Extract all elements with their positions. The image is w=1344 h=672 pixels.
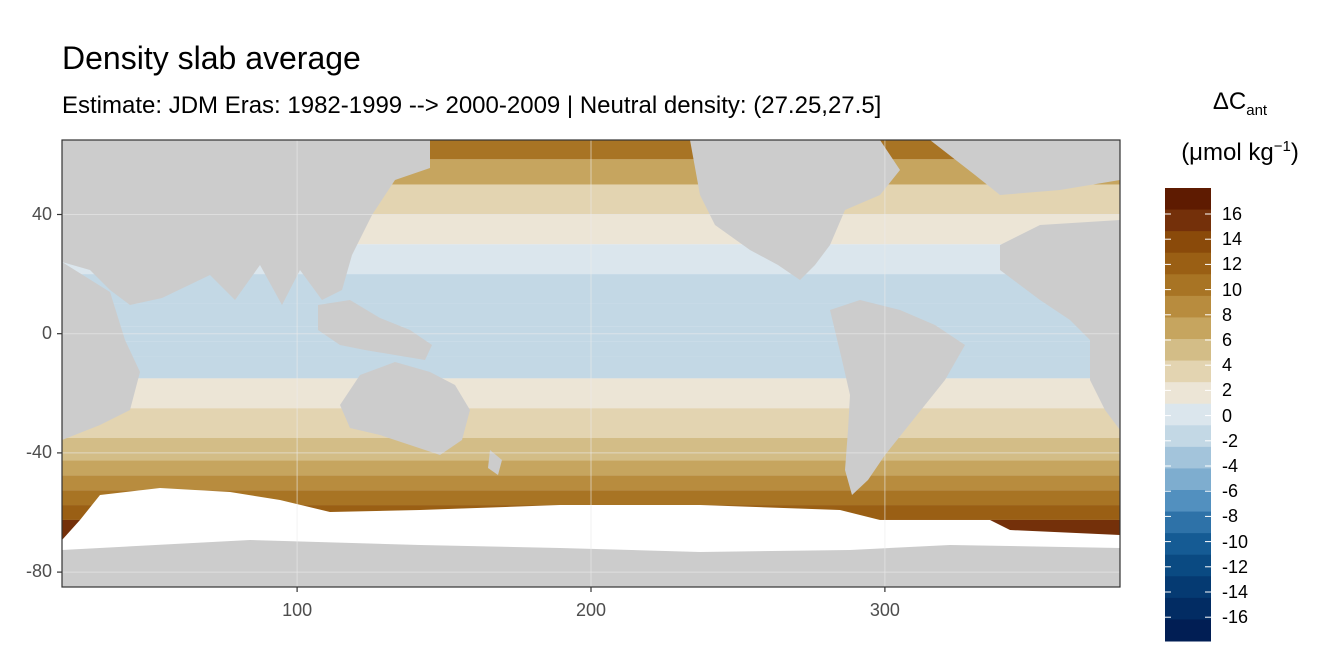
y-tick-label: -80 — [25, 561, 52, 582]
legend-color-step — [1165, 511, 1211, 534]
legend-title: ΔCant — [1212, 88, 1268, 119]
legend-label: -2 — [1222, 430, 1239, 451]
legend-label: -12 — [1222, 556, 1249, 577]
land-africa-east — [1000, 220, 1120, 430]
legend-label: 0 — [1222, 405, 1233, 426]
land-maritime-asia — [318, 300, 432, 360]
land-north-america — [690, 140, 900, 280]
chart-title: Density slab average — [62, 40, 361, 76]
x-tick-label: 100 — [282, 600, 313, 620]
legend-unit: (μmol kg−1) — [1181, 138, 1299, 166]
legend-label: -8 — [1222, 506, 1239, 527]
legend-color-step — [1165, 231, 1211, 254]
land-eurasia — [62, 140, 430, 305]
grid-lines — [62, 140, 1120, 587]
legend-color-step — [1165, 576, 1211, 599]
legend-label: 8 — [1222, 304, 1233, 325]
legend-color-step — [1165, 425, 1211, 448]
legend-color-step — [1165, 209, 1211, 232]
y-tick-label: -40 — [25, 441, 52, 462]
legend-label: -6 — [1222, 481, 1239, 502]
legend-label: 10 — [1222, 279, 1243, 300]
legend-label: 16 — [1222, 204, 1243, 224]
legend-color-step — [1165, 490, 1211, 513]
legend-label: -10 — [1222, 531, 1249, 552]
y-tick-label: 0 — [41, 322, 52, 343]
axis-ticks — [57, 213, 886, 592]
legend-color-step — [1165, 339, 1211, 362]
land-australia — [340, 362, 470, 455]
land-new-zealand — [488, 450, 502, 475]
land-africa — [62, 262, 140, 440]
legend-color-step — [1165, 554, 1211, 577]
legend-color-step — [1165, 533, 1211, 556]
legend-color-step — [1165, 403, 1211, 426]
legend-color-step — [1165, 468, 1211, 491]
legend-color-step — [1165, 446, 1211, 469]
legend-label: 12 — [1222, 254, 1243, 275]
legend-color-step — [1165, 317, 1211, 340]
land-south-america — [830, 300, 965, 495]
land-greenland — [930, 140, 1120, 195]
legend-color-step — [1165, 382, 1211, 405]
legend-color-step — [1165, 295, 1211, 318]
legend-label: -16 — [1222, 607, 1249, 628]
legend-color-step — [1165, 274, 1211, 297]
legend-label: 14 — [1222, 229, 1243, 250]
chart-subtitle: Estimate: JDM Eras: 1982-1999 --> 2000-2… — [62, 92, 882, 119]
legend-label: -4 — [1222, 456, 1239, 476]
legend-label: 4 — [1222, 355, 1233, 376]
legend-label: 6 — [1222, 330, 1233, 350]
legend-color-step — [1165, 360, 1211, 383]
legend-label: -14 — [1222, 582, 1249, 602]
y-tick-label: 40 — [31, 203, 52, 224]
legend-color-step — [1165, 188, 1211, 211]
legend-label: 2 — [1222, 380, 1233, 401]
legend-colorbar — [1165, 188, 1211, 642]
x-tick-label: 200 — [575, 600, 607, 620]
legend-color-step — [1165, 597, 1211, 620]
legend-color-step — [1165, 619, 1211, 642]
x-tick-label: 300 — [869, 600, 900, 620]
legend-color-step — [1165, 252, 1211, 275]
